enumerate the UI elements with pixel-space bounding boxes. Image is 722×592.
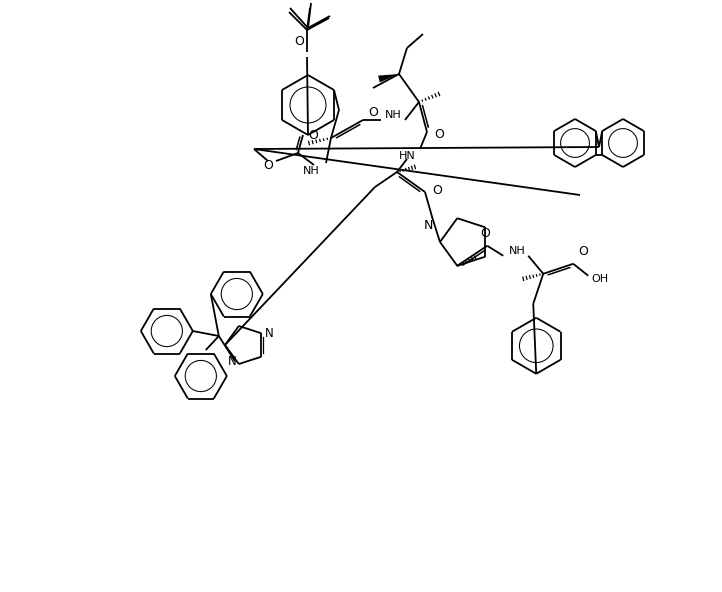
Text: O: O — [368, 105, 378, 118]
Text: O: O — [308, 128, 318, 141]
Text: O: O — [480, 227, 490, 240]
Text: O: O — [263, 159, 273, 172]
Text: N: N — [265, 327, 274, 340]
Text: O: O — [294, 34, 304, 47]
Polygon shape — [378, 74, 399, 82]
Text: NH: NH — [303, 166, 319, 176]
Text: O: O — [578, 245, 588, 258]
Text: OH: OH — [592, 274, 609, 284]
Text: O: O — [434, 127, 444, 140]
Text: O: O — [432, 184, 442, 197]
Text: NH: NH — [385, 110, 401, 120]
Text: N: N — [423, 218, 432, 231]
Text: N: N — [227, 355, 236, 368]
Text: HN: HN — [399, 151, 415, 161]
Text: NH: NH — [509, 246, 526, 256]
